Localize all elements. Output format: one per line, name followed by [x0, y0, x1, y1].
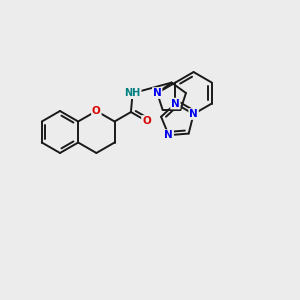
- Text: N: N: [153, 88, 162, 98]
- Text: N: N: [171, 98, 180, 109]
- Text: O: O: [92, 106, 101, 116]
- Text: N: N: [164, 130, 173, 140]
- Text: O: O: [142, 116, 151, 126]
- Text: NH: NH: [124, 88, 141, 98]
- Text: N: N: [189, 109, 198, 119]
